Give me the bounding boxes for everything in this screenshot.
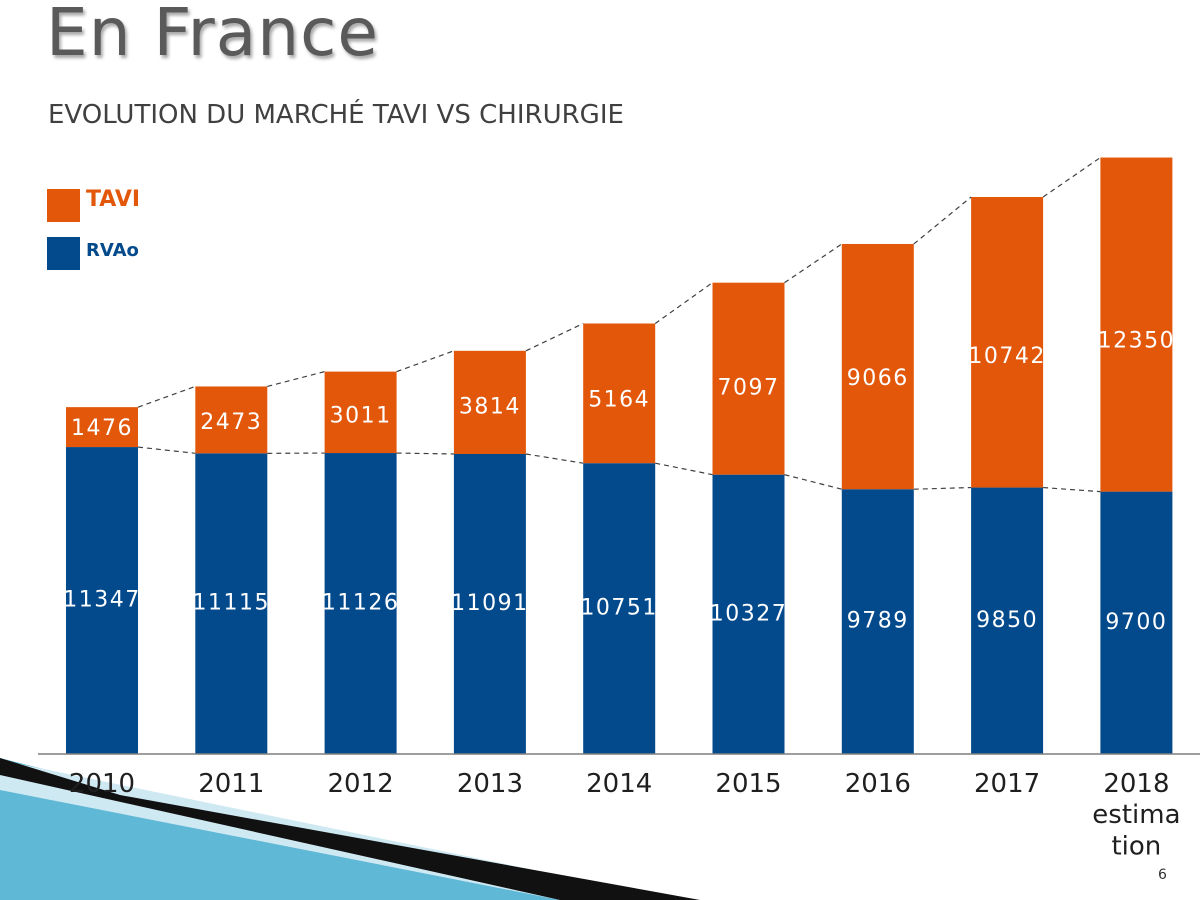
- data-label-tavi-2: 3011: [330, 403, 392, 428]
- bar-rvao-8: [1100, 491, 1173, 754]
- x-tick-label-1: 2011: [198, 769, 264, 799]
- bar-tavi-0: [66, 407, 138, 448]
- legend-swatch-rvao: [47, 237, 80, 270]
- slide-page-number: 6: [1158, 867, 1167, 883]
- trend-line-total-1: [267, 371, 325, 388]
- data-label-rvao-5: 10327: [710, 601, 788, 626]
- data-label-rvao-3: 11091: [451, 591, 529, 616]
- trend-line-total-7: [1042, 157, 1101, 198]
- data-label-rvao-7: 9850: [976, 608, 1038, 633]
- slide-decoration: [0, 758, 700, 900]
- bar-tavi-6: [841, 243, 914, 490]
- trend-line-rvao-6: [913, 486, 972, 490]
- trend-line-total-5: [784, 243, 843, 284]
- bar-tavi-1: [195, 386, 268, 454]
- bar-rvao-6: [841, 489, 914, 754]
- legend-swatch-tavi: [47, 189, 80, 222]
- data-label-tavi-8: 12350: [1098, 328, 1176, 353]
- data-label-rvao-0: 11347: [63, 588, 141, 613]
- x-tick-label-8: 2018 estima tion: [1092, 769, 1180, 861]
- bar-tavi-4: [583, 323, 656, 464]
- trend-line-rvao-2: [396, 452, 454, 455]
- bar-rvao-2: [324, 453, 397, 754]
- trend-line-total-2: [396, 350, 455, 373]
- decor-light-wedge: [0, 760, 680, 900]
- data-label-rvao-8: 9700: [1105, 610, 1167, 635]
- data-label-tavi-1: 2473: [200, 410, 262, 435]
- trend-line-total-6: [913, 196, 972, 245]
- data-label-tavi-3: 3814: [459, 395, 521, 420]
- bar-rvao-1: [195, 453, 268, 754]
- data-label-tavi-6: 9066: [847, 366, 909, 391]
- bar-rvao-0: [66, 447, 138, 754]
- data-label-tavi-5: 7097: [718, 375, 780, 400]
- trend-line-rvao-4: [655, 462, 713, 476]
- x-tick-label-3: 2013: [457, 769, 523, 799]
- trend-line-total-3: [525, 322, 584, 352]
- trend-line-rvao-7: [1043, 486, 1101, 493]
- slide-title: En France: [46, 0, 379, 71]
- bar-tavi-7: [971, 196, 1044, 488]
- trend-line-rvao-0: [137, 446, 196, 454]
- data-label-rvao-4: 10751: [580, 596, 658, 621]
- x-tick-label-2: 2012: [328, 769, 394, 799]
- x-tick-label-4: 2014: [586, 769, 652, 799]
- bar-tavi-5: [712, 282, 785, 475]
- x-tick-label-6: 2016: [845, 769, 911, 799]
- x-tick-label-7: 2017: [974, 769, 1040, 799]
- data-label-tavi-7: 10742: [968, 344, 1046, 369]
- trend-line-total-4: [654, 282, 713, 324]
- bar-tavi-8: [1100, 157, 1173, 492]
- slide-subtitle: EVOLUTION DU MARCHÉ TAVI VS CHIRURGIE: [48, 100, 624, 130]
- bar-rvao-3: [453, 453, 526, 754]
- bar-tavi-3: [453, 350, 526, 454]
- x-tick-label-5: 2015: [715, 769, 781, 799]
- trend-line-total-0: [137, 385, 196, 408]
- data-label-rvao-2: 11126: [322, 591, 400, 616]
- bar-rvao-5: [712, 474, 785, 754]
- data-label-rvao-6: 9789: [847, 609, 909, 634]
- legend-label-rvao: RVAo: [86, 240, 139, 261]
- bar-tavi-2: [324, 371, 397, 454]
- legend-label-tavi: TAVI: [86, 187, 141, 212]
- data-label-tavi-0: 1476: [71, 416, 133, 441]
- trend-line-rvao-5: [784, 474, 842, 490]
- bar-rvao-4: [583, 463, 656, 754]
- x-tick-label-0: 2010: [69, 769, 135, 799]
- trend-line-rvao-3: [525, 453, 584, 464]
- data-label-rvao-1: 11115: [193, 591, 271, 616]
- bar-rvao-7: [971, 487, 1044, 754]
- data-label-tavi-4: 5164: [588, 387, 650, 412]
